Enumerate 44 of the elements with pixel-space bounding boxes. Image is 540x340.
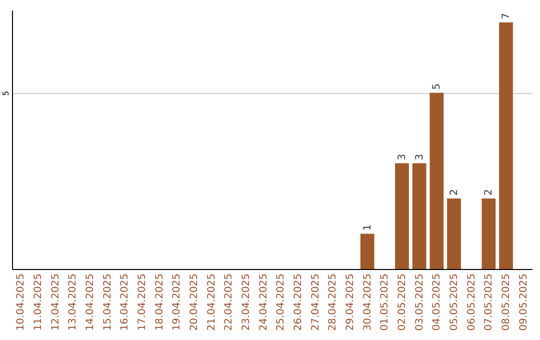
x-tick-label: 30.04.2025 xyxy=(362,274,374,331)
bar xyxy=(430,92,444,269)
bar xyxy=(499,22,513,269)
x-tick-label: 23.04.2025 xyxy=(241,274,252,331)
x-tick-label: 04.05.2025 xyxy=(432,274,443,331)
x-tick-label: 03.05.2025 xyxy=(414,274,426,331)
x-tick-label: 05.05.2025 xyxy=(449,274,460,331)
x-tick-label: 09.05.2025 xyxy=(518,274,530,331)
x-tick-label: 29.04.2025 xyxy=(345,274,356,331)
data-label: 1 xyxy=(362,224,374,231)
data-label: 7 xyxy=(501,12,512,20)
bar xyxy=(447,198,461,269)
data-label: 3 xyxy=(397,154,408,160)
data-label: 2 xyxy=(449,189,460,196)
x-tick-label: 19.04.2025 xyxy=(172,274,183,331)
x-tick-label: 08.05.2025 xyxy=(501,274,512,331)
x-tick-label: 13.04.2025 xyxy=(68,274,79,331)
x-tick-label: 20.04.2025 xyxy=(189,274,200,331)
bar xyxy=(360,234,374,269)
x-tick-label: 02.05.2025 xyxy=(397,274,408,331)
x-tick-label: 25.04.2025 xyxy=(276,274,287,331)
x-tick-label: 17.04.2025 xyxy=(137,274,148,331)
x-tick-label: 01.05.2025 xyxy=(380,274,391,331)
x-tick-label: 24.04.2025 xyxy=(258,274,270,331)
x-tick-label: 15.04.2025 xyxy=(102,274,114,331)
bar xyxy=(482,198,496,269)
x-tick-label: 11.04.2025 xyxy=(33,274,44,331)
data-label: 3 xyxy=(414,154,426,160)
x-tick-label: 18.04.2025 xyxy=(154,274,166,331)
data-label: 2 xyxy=(484,189,495,196)
x-tick-label: 10.04.2025 xyxy=(16,274,27,331)
x-tick-label: 28.04.2025 xyxy=(328,274,339,331)
x-tick-label: 16.04.2025 xyxy=(120,274,131,331)
data-label: 5 xyxy=(432,83,443,90)
x-tick-label: 26.04.2025 xyxy=(293,274,304,331)
x-tick-label: 12.04.2025 xyxy=(50,274,62,331)
x-tick-label: 21.04.2025 xyxy=(206,274,218,331)
x-tick-label: 07.05.2025 xyxy=(484,274,495,331)
x-tick-label: 27.04.2025 xyxy=(310,274,322,331)
x-tick-label: 22.04.2025 xyxy=(224,274,235,331)
bar xyxy=(395,163,409,269)
x-tick-label: 06.05.2025 xyxy=(466,274,478,331)
bar xyxy=(412,163,426,269)
x-tick-label: 14.04.2025 xyxy=(85,274,96,331)
